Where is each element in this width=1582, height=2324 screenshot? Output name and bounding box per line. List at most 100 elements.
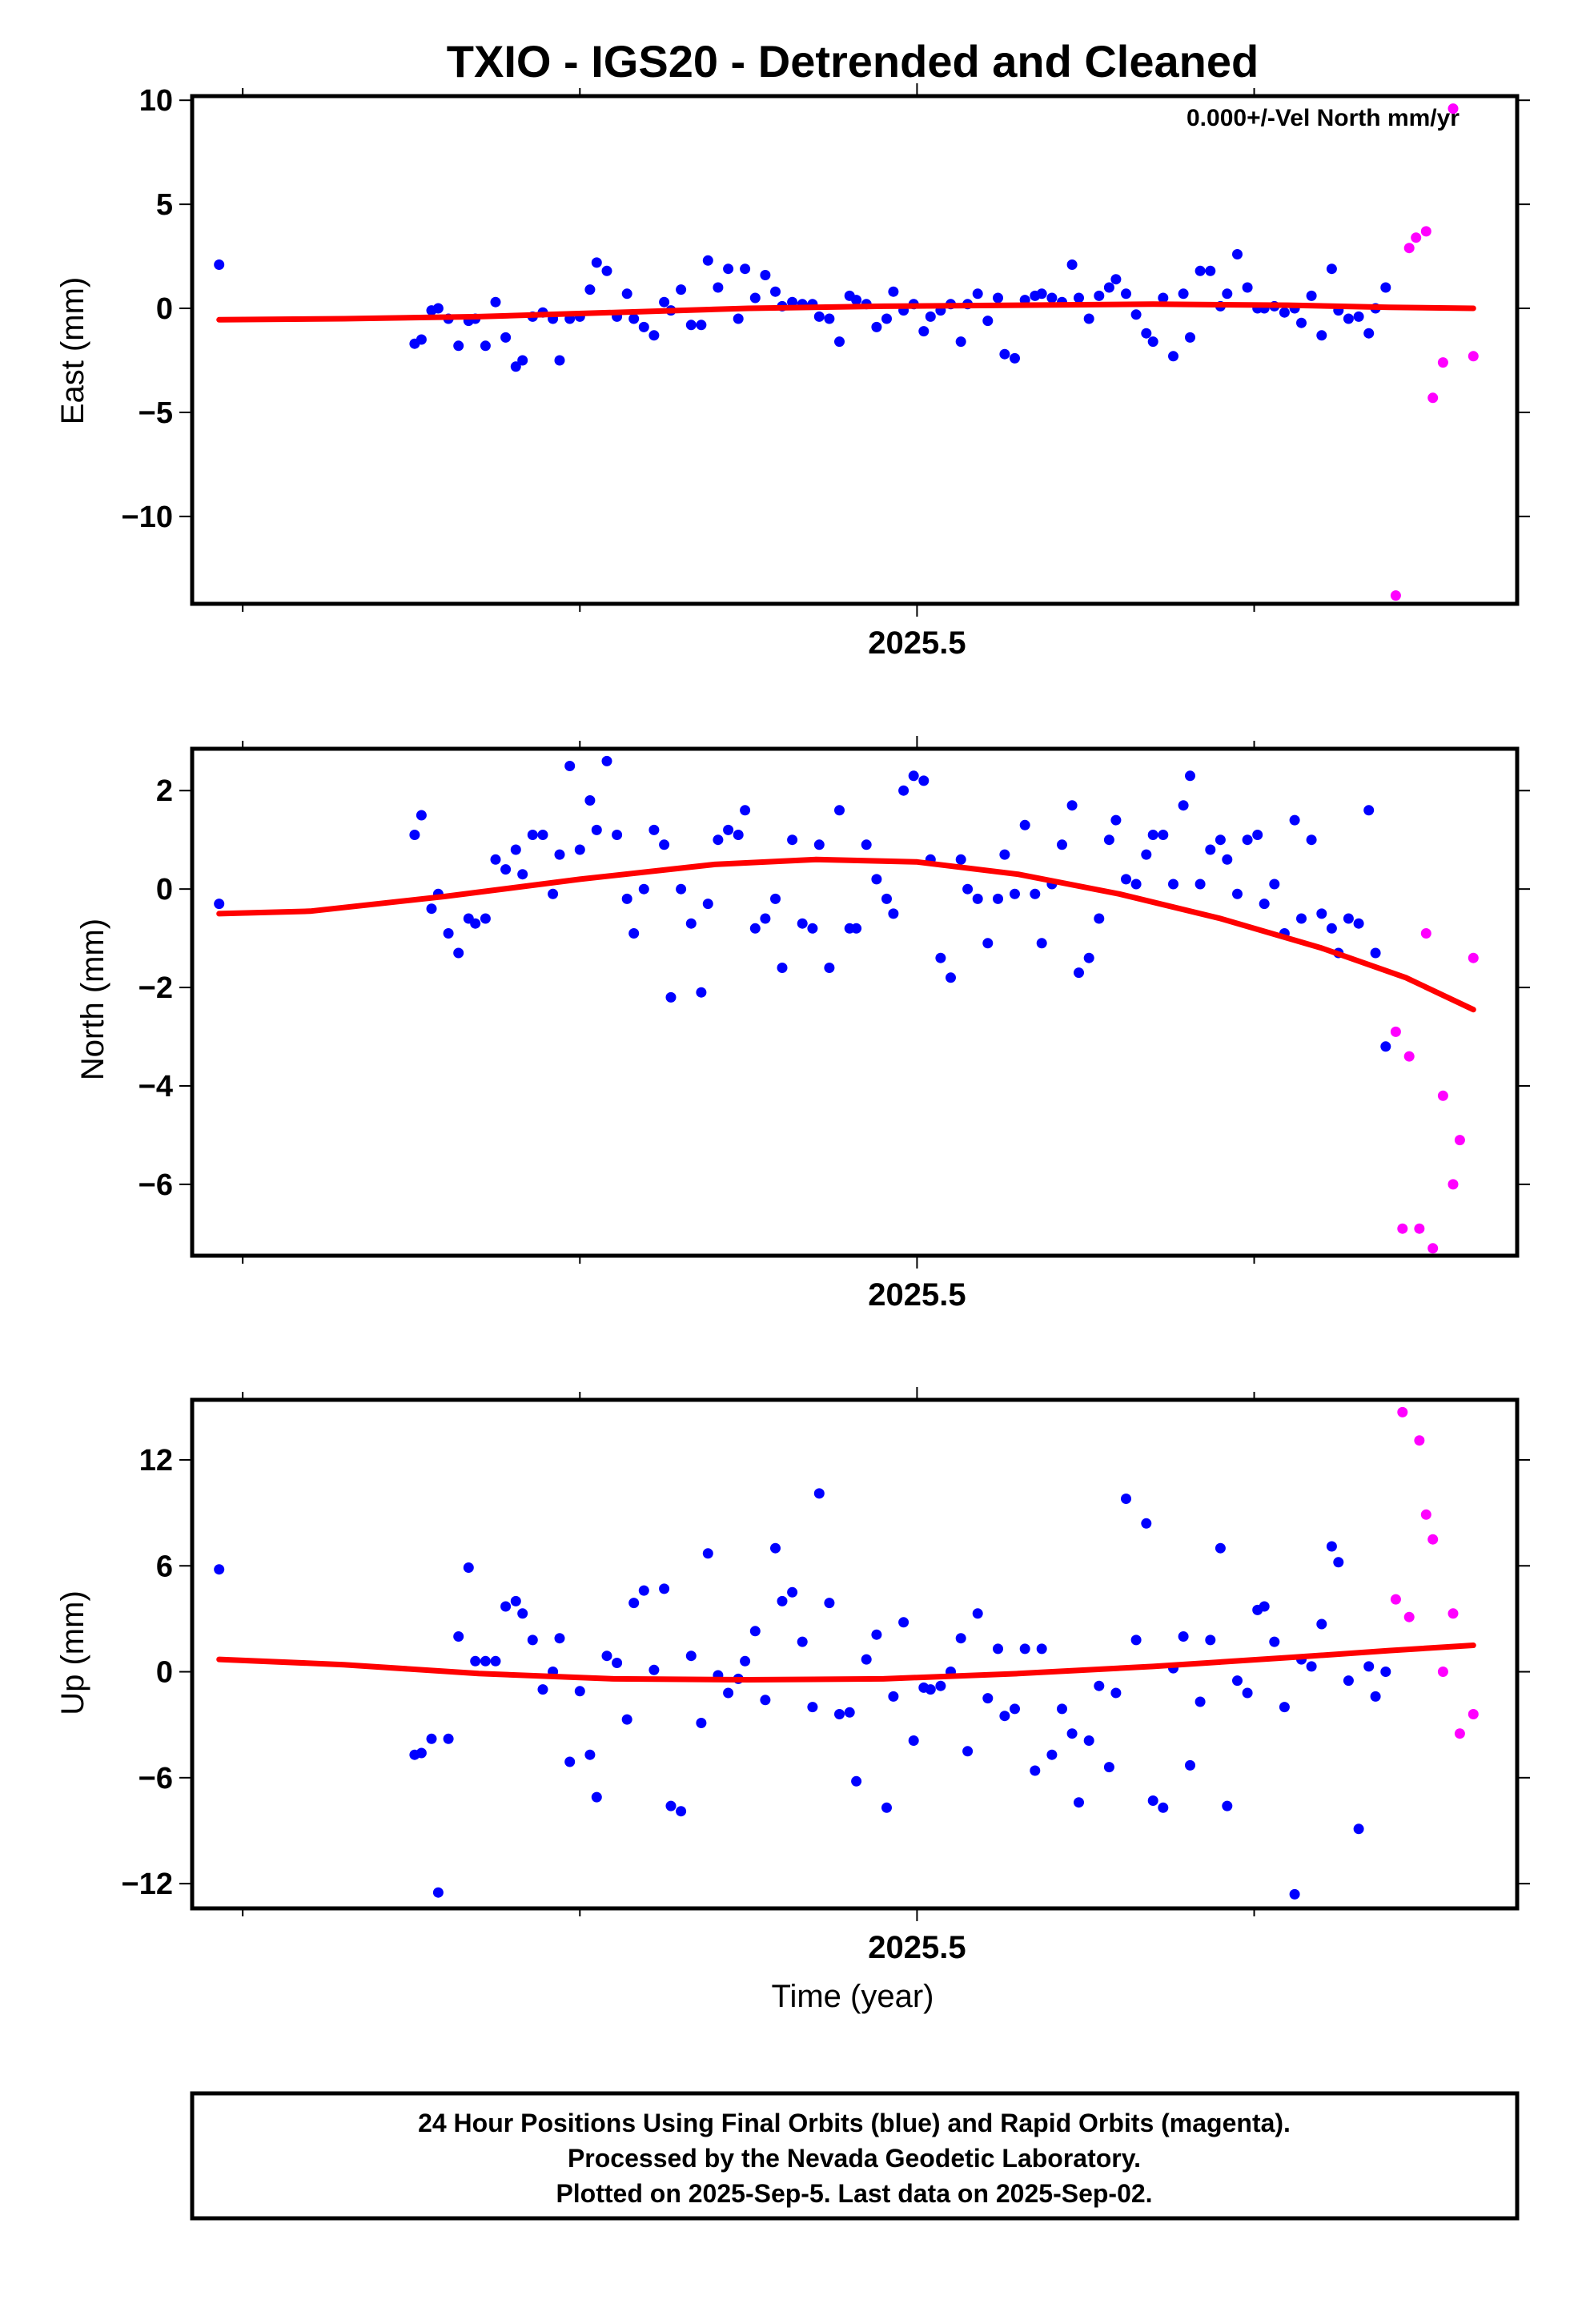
east-final-orbits-point bbox=[214, 259, 225, 270]
north-final-orbits-point bbox=[426, 903, 437, 915]
north-final-orbits-point bbox=[628, 928, 640, 939]
footer-line-orbits: 24 Hour Positions Using Final Orbits (bl… bbox=[418, 2109, 1291, 2137]
north-final-orbits-point bbox=[1259, 899, 1270, 910]
up-final-orbits-point bbox=[982, 1693, 994, 1704]
up-model-line bbox=[216, 1642, 1476, 1683]
north-rapid-orbits-point bbox=[1403, 1051, 1415, 1062]
east-final-orbits-point bbox=[881, 313, 892, 324]
up-final-orbits-point bbox=[1185, 1759, 1195, 1771]
up-rapid-orbits-point bbox=[1468, 1709, 1479, 1719]
north-final-orbits-point bbox=[918, 775, 930, 786]
north-final-orbits-point bbox=[999, 849, 1010, 860]
north-final-orbits-point bbox=[1103, 834, 1114, 846]
up-final-orbits-point bbox=[554, 1633, 565, 1644]
east-rapid-orbits-point bbox=[1437, 357, 1448, 368]
up-rapid-orbits-point bbox=[1390, 1594, 1401, 1605]
north-final-orbits-point bbox=[1121, 874, 1131, 885]
up-final-orbits-point bbox=[935, 1680, 946, 1691]
north-final-orbits-point bbox=[1252, 830, 1263, 840]
up-final-orbits-point bbox=[787, 1586, 798, 1598]
north-final-orbits-point bbox=[409, 830, 420, 840]
east-final-orbits-point bbox=[787, 296, 798, 308]
north-final-orbits-point bbox=[601, 755, 612, 766]
east-final-orbits-point bbox=[416, 334, 427, 345]
north-final-orbits-point bbox=[1195, 879, 1206, 890]
north-final-orbits-point bbox=[1178, 800, 1189, 811]
east-final-orbits-point bbox=[1363, 328, 1375, 339]
up-final-orbits-point bbox=[1242, 1687, 1253, 1699]
east-xtick-label: 2025.5 bbox=[868, 625, 966, 661]
north-final-orbits-point bbox=[740, 805, 751, 816]
up-final-orbits-point bbox=[601, 1651, 612, 1662]
north-final-orbits-point bbox=[1326, 923, 1337, 934]
up-final-orbits-point bbox=[638, 1585, 649, 1596]
up-final-orbits-point bbox=[564, 1756, 576, 1767]
north-final-orbits-point bbox=[480, 913, 491, 924]
north-final-orbits-point bbox=[807, 923, 818, 934]
up-final-orbits-point bbox=[1121, 1494, 1131, 1504]
east-final-orbits-point bbox=[517, 355, 528, 366]
north-final-orbits-point bbox=[972, 893, 983, 904]
east-rapid-orbits-point bbox=[1403, 243, 1415, 254]
up-rapid-orbits-point bbox=[1447, 1608, 1459, 1619]
up-final-orbits-point bbox=[807, 1702, 818, 1713]
east-final-orbits-point bbox=[584, 284, 596, 296]
up-ytick-label: −12 bbox=[122, 1868, 173, 1901]
east-data-layer bbox=[214, 103, 1479, 601]
up-final-orbits-point bbox=[676, 1806, 687, 1817]
east-final-orbits-point bbox=[871, 321, 882, 332]
north-data-layer bbox=[214, 755, 1479, 1254]
up-final-orbits-point bbox=[898, 1617, 909, 1628]
north-final-orbits-point bbox=[982, 938, 994, 949]
north-final-orbits-point bbox=[723, 824, 734, 835]
east-ytick-label: 10 bbox=[139, 84, 173, 118]
east-final-orbits-point bbox=[1094, 290, 1105, 301]
up-final-orbits-point bbox=[962, 1746, 974, 1757]
north-final-orbits-point bbox=[1110, 814, 1122, 826]
north-final-orbits-point bbox=[888, 908, 899, 919]
north-final-orbits-point bbox=[621, 893, 632, 904]
panel-up: Up (mm) 12 6 0 −6 −12 2025.5 bbox=[55, 1387, 1530, 1965]
north-ytick-label: −6 bbox=[139, 1168, 173, 1202]
east-final-orbits-point bbox=[749, 292, 761, 304]
north-ytick-label: 2 bbox=[156, 774, 173, 808]
north-final-orbits-point bbox=[834, 805, 845, 816]
up-final-orbits-point bbox=[999, 1711, 1010, 1722]
up-final-orbits-point bbox=[1205, 1634, 1216, 1646]
up-final-orbits-point bbox=[851, 1775, 862, 1787]
north-final-orbits-point bbox=[564, 761, 576, 771]
north-final-orbits-point bbox=[824, 963, 835, 973]
north-final-orbits-point bbox=[787, 834, 798, 846]
north-final-orbits-point bbox=[1094, 913, 1105, 924]
up-final-orbits-point bbox=[463, 1562, 474, 1573]
north-final-orbits-point bbox=[685, 918, 697, 929]
north-final-orbits-point bbox=[1215, 834, 1226, 846]
north-plot-area: 2 0 −2 −4 −6 2025.5 bbox=[139, 736, 1530, 1313]
east-plot-area: 10 5 0 −5 −10 2025.5 bbox=[122, 83, 1530, 661]
up-xtick-label: 2025.5 bbox=[868, 1930, 966, 1965]
north-final-orbits-point bbox=[1010, 888, 1020, 899]
east-final-orbits-point bbox=[1121, 288, 1131, 300]
up-final-orbits-point bbox=[1141, 1518, 1152, 1529]
up-final-orbits-point bbox=[1178, 1631, 1189, 1642]
up-final-orbits-point bbox=[1289, 1888, 1300, 1900]
up-data-layer bbox=[214, 1406, 1479, 1900]
velocity-annotation: 0.000+/-Vel North mm/yr bbox=[1186, 105, 1460, 131]
east-final-orbits-point bbox=[760, 270, 771, 280]
north-final-orbits-point bbox=[612, 830, 623, 840]
north-frame bbox=[190, 746, 1520, 1258]
north-final-orbits-point bbox=[1316, 908, 1327, 919]
up-final-orbits-point bbox=[797, 1636, 808, 1647]
north-model-line bbox=[216, 856, 1476, 1013]
north-final-orbits-point bbox=[797, 918, 808, 929]
north-xtick-label: 2025.5 bbox=[868, 1277, 966, 1313]
north-rapid-orbits-point bbox=[1414, 1223, 1425, 1234]
north-final-orbits-point bbox=[416, 810, 427, 821]
east-final-orbits-point bbox=[1103, 282, 1114, 293]
up-final-orbits-point bbox=[500, 1601, 512, 1612]
east-final-orbits-point bbox=[1168, 351, 1178, 362]
east-final-orbits-point bbox=[1380, 282, 1391, 293]
north-ytick-label: 0 bbox=[156, 873, 173, 907]
east-final-orbits-point bbox=[1343, 313, 1354, 324]
